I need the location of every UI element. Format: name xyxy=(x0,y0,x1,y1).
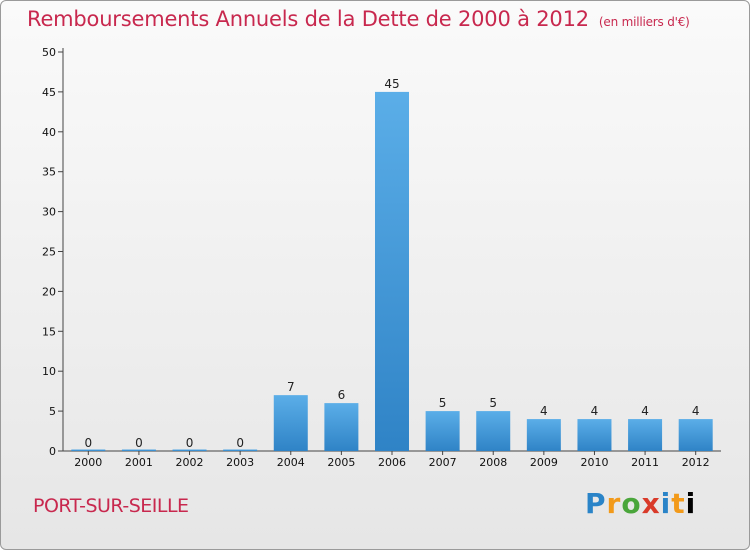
bar-2008 xyxy=(476,411,511,451)
y-tick-label: 45 xyxy=(42,86,56,99)
x-tick-label: 2006 xyxy=(378,456,406,469)
y-tick-label: 30 xyxy=(42,206,56,219)
data-label-2011: 4 xyxy=(641,404,649,418)
x-tick-label: 2010 xyxy=(580,456,608,469)
y-tick-label: 20 xyxy=(42,285,56,298)
bar-2012 xyxy=(678,419,713,451)
y-tick-label: 35 xyxy=(42,166,56,179)
x-tick-label: 2001 xyxy=(125,456,153,469)
data-label-2003: 0 xyxy=(236,436,244,450)
title-text: Remboursements Annuels de la Dette de 20… xyxy=(27,7,589,31)
x-tick-label: 2003 xyxy=(226,456,254,469)
chart-subtitle: (en milliers d'€) xyxy=(598,15,690,29)
x-tick-label: 2012 xyxy=(682,456,710,469)
bar-2002 xyxy=(172,449,207,451)
y-tick-label: 40 xyxy=(42,126,56,139)
x-tick-label: 2009 xyxy=(530,456,558,469)
commune-name: PORT-SUR-SEILLE xyxy=(33,495,189,517)
bar-2010 xyxy=(577,419,612,451)
data-label-2007: 5 xyxy=(439,396,447,410)
y-tick-label: 15 xyxy=(42,325,56,338)
y-tick-label: 50 xyxy=(42,46,56,59)
bar-2011 xyxy=(628,419,663,451)
y-tick-label: 10 xyxy=(42,365,56,378)
x-tick-label: 2011 xyxy=(631,456,659,469)
bar-2009 xyxy=(526,419,561,451)
data-label-2008: 5 xyxy=(489,396,497,410)
data-label-2001: 0 xyxy=(135,436,143,450)
data-label-2000: 0 xyxy=(84,436,92,450)
data-label-2002: 0 xyxy=(186,436,194,450)
x-tick-label: 2007 xyxy=(429,456,457,469)
x-tick-label: 2004 xyxy=(277,456,305,469)
x-tick-label: 2005 xyxy=(327,456,355,469)
data-label-2010: 4 xyxy=(591,404,599,418)
x-tick-label: 2008 xyxy=(479,456,507,469)
x-tick-label: 2000 xyxy=(74,456,102,469)
data-label-2006: 45 xyxy=(384,77,399,91)
bar-2007 xyxy=(425,411,460,451)
data-label-2005: 6 xyxy=(338,388,346,402)
bar-2005 xyxy=(324,403,359,451)
data-label-2004: 7 xyxy=(287,380,295,394)
chart-title: Remboursements Annuels de la Dette de 20… xyxy=(27,7,690,31)
proxiti-logo: Proxiti xyxy=(585,487,697,520)
bar-2004 xyxy=(273,395,308,451)
bar-2000 xyxy=(71,449,106,451)
data-label-2012: 4 xyxy=(692,404,700,418)
data-label-2009: 4 xyxy=(540,404,548,418)
bar-2001 xyxy=(121,449,156,451)
x-tick-label: 2002 xyxy=(176,456,204,469)
y-tick-label: 0 xyxy=(49,445,56,458)
bar-2006 xyxy=(375,91,409,452)
bar-2003 xyxy=(223,449,258,451)
y-tick-label: 5 xyxy=(49,405,56,418)
y-tick-label: 25 xyxy=(42,246,56,259)
